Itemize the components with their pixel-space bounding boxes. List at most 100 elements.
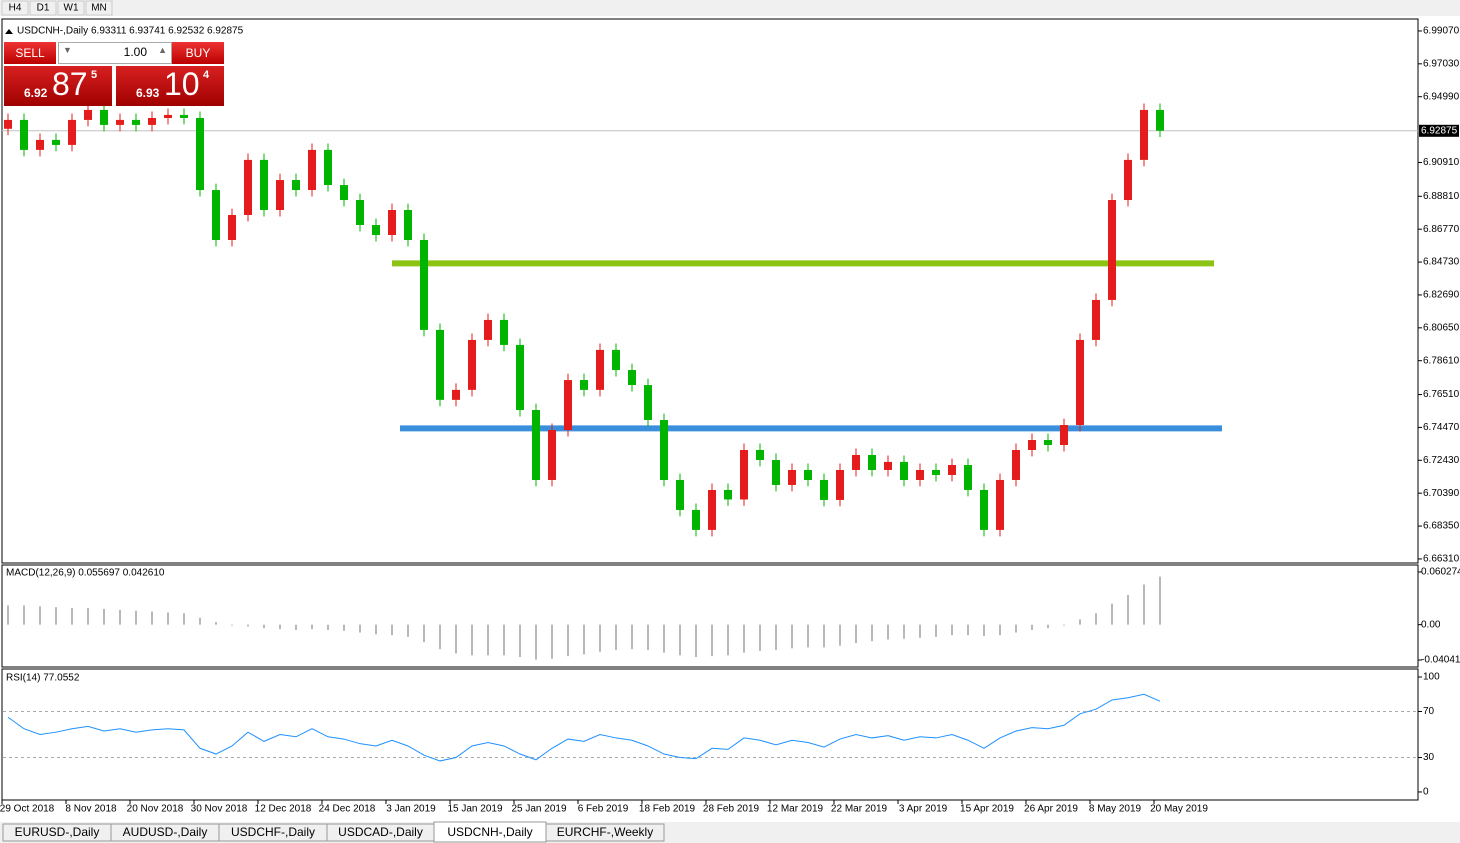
candle-body — [1028, 439, 1036, 450]
candle-body — [452, 389, 460, 400]
y-tick-label: 6.90910 — [1423, 157, 1460, 168]
candle-body — [484, 319, 492, 340]
timeframe-button[interactable] — [29, 0, 57, 16]
candle-body — [100, 109, 108, 125]
candle-body — [516, 344, 524, 411]
timeframe-label: D1 — [37, 3, 50, 14]
x-tick-label: 3 Jan 2019 — [386, 804, 436, 815]
rsi-line — [7, 693, 1161, 762]
candle-body — [228, 215, 236, 240]
candle-body — [52, 139, 60, 145]
current-price-box — [1419, 124, 1459, 137]
x-tick-label: 12 Dec 2018 — [255, 804, 312, 815]
candle-body — [788, 469, 796, 485]
y-tick-label: 6.72430 — [1423, 455, 1460, 466]
candle-body — [1156, 109, 1164, 131]
x-tick-label: 3 Apr 2019 — [899, 804, 948, 815]
x-tick-label: 20 May 2019 — [1150, 804, 1208, 815]
y-tick-label: 6.70390 — [1423, 488, 1460, 499]
candle-body — [372, 225, 380, 235]
timeframe-button[interactable] — [57, 0, 85, 16]
price-pips: 10 — [164, 66, 200, 102]
candle-body — [244, 159, 252, 216]
candle-body — [948, 464, 956, 475]
x-tick-label: 22 Mar 2019 — [831, 804, 888, 815]
timeframe-label: H4 — [9, 3, 22, 14]
candle-body — [404, 210, 412, 240]
candle-body — [212, 190, 220, 240]
spin-down[interactable]: ▼ — [63, 45, 72, 55]
candle-body — [980, 489, 988, 530]
candle-body — [532, 410, 540, 480]
candle-body — [916, 469, 924, 480]
y-tick-label: 6.78610 — [1423, 355, 1460, 366]
x-tick-label: 26 Apr 2019 — [1024, 804, 1078, 815]
candle-body — [308, 149, 316, 191]
x-tick-label: 28 Feb 2019 — [703, 804, 760, 815]
y-tick-label: 6.84730 — [1423, 257, 1460, 268]
macd-title: MACD(12,26,9) 0.055697 0.042610 — [6, 568, 165, 579]
candle-body — [724, 489, 732, 500]
candle-body — [196, 117, 204, 191]
candle-body — [804, 469, 812, 480]
symbol-tab-label: AUDUSD-,Daily — [123, 825, 208, 839]
y-tick-label: 6.76510 — [1423, 389, 1460, 400]
symbol-tab-label: USDCAD-,Daily — [338, 825, 423, 839]
candle-body — [708, 489, 716, 530]
candle-body — [164, 114, 172, 118]
candle-body — [932, 469, 940, 475]
y-tick-label: 30 — [1423, 752, 1435, 763]
candle-body — [852, 454, 860, 470]
y-tick-label: 6.94990 — [1423, 91, 1460, 102]
current-price-label: 6.92875 — [1421, 125, 1458, 136]
candle-body — [1012, 449, 1020, 480]
buy-price[interactable]: 6.93 10 4 — [116, 66, 224, 106]
candle-body — [756, 449, 764, 460]
y-tick-label: 0.060274 — [1421, 567, 1460, 578]
y-tick-label: 6.68350 — [1423, 521, 1460, 532]
x-tick-label: 15 Jan 2019 — [447, 804, 502, 815]
price-fraction: 4 — [203, 69, 210, 81]
candle-body — [1060, 425, 1068, 445]
timeframe-button[interactable] — [1, 0, 29, 16]
candle-body — [1108, 200, 1116, 300]
candle-body — [260, 159, 268, 211]
candle-body — [676, 479, 684, 510]
candle-body — [500, 319, 508, 345]
spin-up[interactable]: ▲ — [158, 45, 167, 55]
symbol-tab[interactable] — [545, 823, 665, 842]
candle-body — [884, 461, 892, 470]
price-pips: 87 — [52, 66, 88, 102]
candle-body — [1092, 299, 1100, 340]
y-tick-label: 6.74470 — [1423, 422, 1460, 433]
sell-button[interactable]: SELL — [4, 42, 56, 64]
candle-body — [996, 479, 1004, 530]
timeframe-button[interactable] — [85, 0, 113, 16]
y-tick-label: 100 — [1423, 672, 1440, 683]
y-tick-label: 6.97030 — [1423, 58, 1460, 69]
x-tick-label: 12 Mar 2019 — [767, 804, 824, 815]
candle-body — [36, 139, 44, 150]
candle-body — [324, 149, 332, 186]
buy-button[interactable]: BUY — [172, 42, 224, 64]
timeframe-label: W1 — [64, 3, 79, 14]
sell-price[interactable]: 6.92 87 5 — [4, 66, 112, 106]
y-tick-label: 6.80650 — [1423, 322, 1460, 333]
x-tick-label: 18 Feb 2019 — [639, 804, 696, 815]
x-tick-label: 8 May 2019 — [1089, 804, 1142, 815]
candle-body — [84, 109, 92, 120]
candle-body — [772, 459, 780, 485]
candle-body — [900, 461, 908, 480]
candle-body — [436, 329, 444, 400]
candle-body — [692, 509, 700, 530]
x-tick-label: 30 Nov 2018 — [191, 804, 248, 815]
candle-body — [612, 349, 620, 371]
candle-body — [1140, 109, 1148, 160]
x-tick-label: 20 Nov 2018 — [127, 804, 184, 815]
lot-input[interactable]: ▼ 1.00 ▲ — [58, 42, 172, 64]
candle-body — [644, 385, 652, 421]
candle-body — [820, 479, 828, 500]
candle-body — [20, 119, 28, 150]
